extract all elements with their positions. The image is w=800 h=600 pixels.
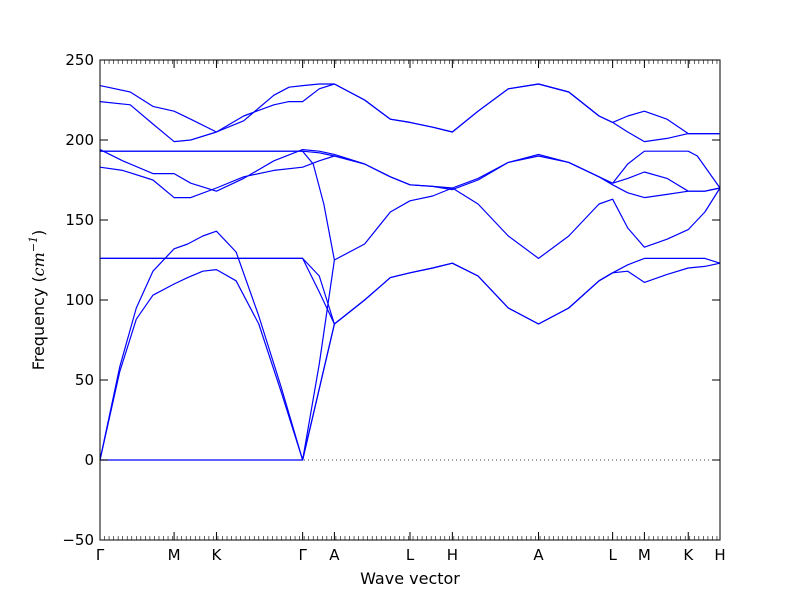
minor-ticks <box>99 60 718 540</box>
band-line-4 <box>100 187 721 461</box>
band-line-3 <box>100 257 335 325</box>
x-tick-label: M <box>638 546 651 564</box>
x-tick-label: Γ <box>298 546 307 564</box>
x-tick-label: K <box>212 546 223 564</box>
plot-frame <box>99 59 721 541</box>
x-tick-label: L <box>406 546 415 564</box>
x-tick-label: Γ <box>96 546 105 564</box>
x-tick-label: A <box>533 546 544 564</box>
band-line-8 <box>100 150 335 261</box>
y-axis-label-prefix: Frequency ( <box>29 276 48 370</box>
band-line-9 <box>99 83 720 143</box>
x-tick-label: H <box>447 546 458 564</box>
x-axis-label: Wave vector <box>360 569 460 588</box>
band-line-7 <box>100 150 335 157</box>
y-tick-label: 200 <box>65 131 94 149</box>
band-line-1 <box>99 230 721 461</box>
band-line-0 <box>99 262 721 461</box>
y-tick-label: 150 <box>65 211 94 229</box>
x-tick-label: M <box>168 546 181 564</box>
y-tick-label: 0 <box>84 451 94 469</box>
y-tick-label: 50 <box>75 371 94 389</box>
y-tick-label: 100 <box>65 291 94 309</box>
y-axis-label-unit-exponent: −1 <box>27 236 40 252</box>
band-line-11 <box>612 150 721 189</box>
band-line-5 <box>99 155 721 199</box>
y-axis-label: Frequency (cm−1) <box>27 230 48 371</box>
band-series <box>99 83 721 461</box>
y-axis-label-suffix: ) <box>29 230 48 236</box>
y-tick-label: 250 <box>65 51 94 69</box>
band-line-10 <box>99 83 720 135</box>
x-tick-label: H <box>714 546 725 564</box>
x-tick-label: L <box>608 546 617 564</box>
y-tick-label: −50 <box>62 531 94 549</box>
y-ticks: −50 0 50 100 150 200 250 <box>62 51 720 549</box>
x-tick-label: K <box>683 546 694 564</box>
band-line-6 <box>99 149 721 192</box>
x-tick-label: A <box>329 546 340 564</box>
y-axis-label-unit: cm <box>29 252 48 276</box>
